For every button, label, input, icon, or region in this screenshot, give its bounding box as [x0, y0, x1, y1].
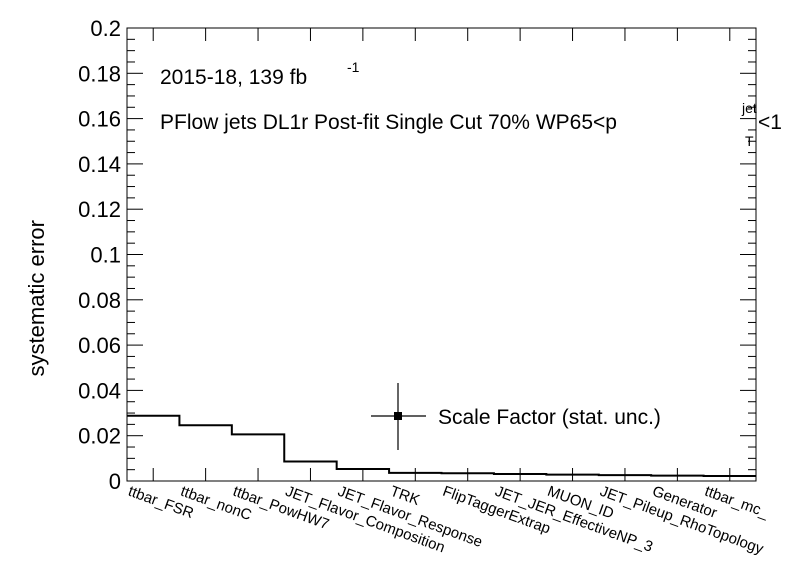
y-axis-title: systematic error [24, 220, 49, 376]
luminosity-label: 2015-18, 139 fb [160, 66, 307, 89]
y-tick-label: 0.06 [78, 333, 121, 358]
y-tick-label: 0.16 [78, 107, 121, 132]
selection-superscript-jet: jet [741, 100, 757, 116]
y-tick-label: 0.1 [90, 243, 121, 268]
selection-text: PFlow jets DL1r Post-fit Single Cut 70% … [160, 111, 617, 134]
luminosity-text: 2015-18, 139 fb [160, 66, 307, 89]
y-axis-ticks [127, 27, 756, 482]
y-tick-label: 0.2 [90, 16, 121, 41]
luminosity-exponent: -1 [347, 59, 360, 75]
y-axis-tick-labels: 0 0.02 0.04 0.06 0.08 0.1 0.12 0.14 0.16 0.18 0.2 [78, 16, 121, 494]
legend: Scale Factor (stat. unc.) [371, 383, 661, 450]
y-tick-label: 0.18 [78, 61, 121, 86]
y-tick-label: 0.02 [78, 424, 121, 449]
selection-subscript-t: T [745, 133, 754, 149]
systematic-error-step-line [127, 414, 756, 478]
legend-entry: Scale Factor (stat. unc.) [438, 406, 661, 429]
selection-tail: <1 [758, 111, 782, 134]
y-tick-label: 0.12 [78, 197, 121, 222]
y-tick-label: 0.04 [78, 378, 121, 403]
y-tick-label: 0.14 [78, 152, 121, 177]
y-tick-label: 0 [109, 469, 121, 494]
x-axis-tick-labels: ttbar_FSRttbar_nonCttbar_PowHW7JET_Flavo… [126, 483, 772, 558]
x-axis-ticks [152, 28, 731, 481]
y-tick-label: 0.08 [78, 288, 121, 313]
legend-marker-square [394, 412, 402, 420]
selection-label: PFlow jets DL1r Post-fit Single Cut 70% … [160, 111, 617, 134]
histogram-steps [127, 414, 756, 478]
